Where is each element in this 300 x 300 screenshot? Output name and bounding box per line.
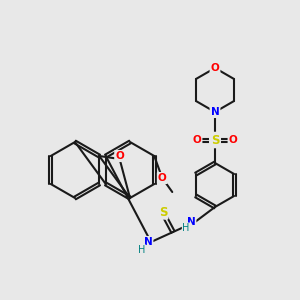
Text: O: O — [229, 135, 237, 145]
Text: H: H — [182, 223, 190, 233]
Text: H: H — [138, 245, 146, 255]
Text: N: N — [211, 107, 219, 117]
Text: N: N — [144, 237, 152, 247]
Text: O: O — [115, 151, 124, 161]
Text: N: N — [187, 217, 195, 227]
Text: O: O — [211, 63, 219, 73]
Text: S: S — [211, 134, 219, 146]
Text: O: O — [158, 173, 167, 183]
Text: S: S — [159, 206, 167, 218]
Text: O: O — [193, 135, 201, 145]
